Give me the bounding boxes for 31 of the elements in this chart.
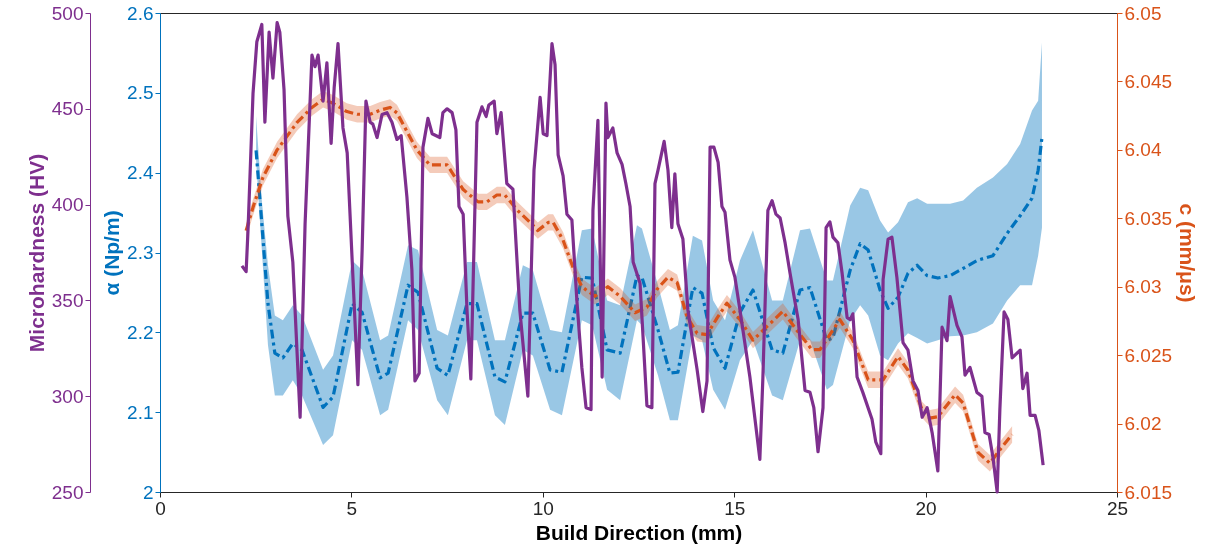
- x-tick-label: 10: [532, 497, 554, 519]
- y2-tick-label: 6.03: [1124, 276, 1162, 298]
- y-tick-label: 450: [51, 98, 84, 120]
- y3-tick-label: 2: [142, 481, 154, 503]
- x-axis-title: Build Direction (mm): [535, 520, 743, 544]
- y2-tick-label: 6.045: [1124, 70, 1173, 92]
- y2-axis-title: c (mm/μs): [1176, 203, 1200, 303]
- y3-axis-title: α (Np/m): [100, 210, 124, 296]
- y3-tick-label: 2.1: [127, 401, 154, 423]
- y3-tick-label: 2.2: [127, 321, 154, 343]
- x-tick-label: 0: [155, 497, 166, 519]
- x-tick-label: 20: [915, 497, 937, 519]
- y3-tick-label: 2.5: [127, 82, 154, 104]
- y3-tick-label: 2.4: [127, 162, 154, 184]
- y-tick-label: 300: [51, 385, 84, 407]
- y-tick-label: 250: [51, 481, 84, 503]
- y-tick-label: 400: [51, 194, 84, 216]
- y2-tick-label: 6.015: [1124, 481, 1173, 503]
- y-tick-label: 350: [51, 289, 84, 311]
- y2-tick-label: 6.025: [1124, 344, 1173, 366]
- x-tick-label: 5: [346, 497, 358, 519]
- y2-tick-label: 6.035: [1124, 207, 1173, 229]
- y-axis-title: Microhardness (HV): [24, 153, 48, 353]
- y2-tick-label: 6.02: [1124, 413, 1162, 435]
- x-tick-label: 15: [724, 497, 746, 519]
- y-tick-label: 500: [51, 2, 84, 24]
- y2-tick-label: 6.04: [1124, 139, 1162, 161]
- y3-tick-label: 2.6: [127, 2, 154, 24]
- y2-tick-label: 6.05: [1124, 2, 1162, 24]
- y3-tick-label: 2.3: [127, 242, 154, 263]
- line-series: [240, 20, 1045, 494]
